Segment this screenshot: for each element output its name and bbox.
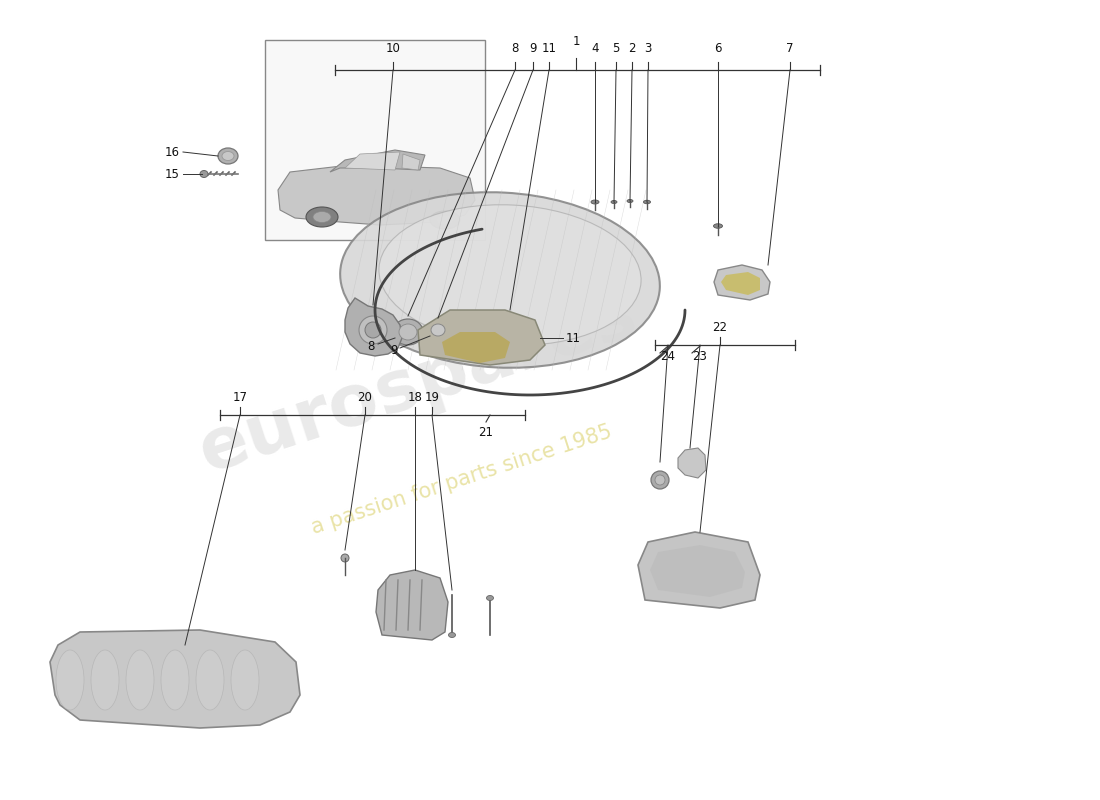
Text: 17: 17	[232, 391, 248, 404]
Text: 2: 2	[628, 42, 636, 55]
Ellipse shape	[437, 215, 453, 225]
Ellipse shape	[378, 205, 641, 346]
Ellipse shape	[161, 650, 189, 710]
Polygon shape	[678, 448, 706, 478]
Ellipse shape	[218, 148, 238, 164]
Text: 20: 20	[358, 391, 373, 404]
Ellipse shape	[341, 554, 349, 562]
Ellipse shape	[644, 200, 650, 204]
Ellipse shape	[314, 211, 331, 222]
Ellipse shape	[126, 650, 154, 710]
Ellipse shape	[591, 200, 600, 204]
Text: 10: 10	[386, 42, 400, 55]
Polygon shape	[442, 332, 510, 363]
Polygon shape	[402, 154, 420, 170]
Text: 11: 11	[541, 42, 557, 55]
Ellipse shape	[714, 224, 723, 228]
Ellipse shape	[200, 170, 208, 178]
Text: 22: 22	[713, 321, 727, 334]
Text: eurospares: eurospares	[190, 281, 646, 487]
Text: 18: 18	[408, 391, 422, 404]
Polygon shape	[376, 570, 448, 640]
Polygon shape	[330, 150, 425, 172]
Ellipse shape	[486, 595, 494, 601]
Polygon shape	[638, 532, 760, 608]
Text: 8: 8	[512, 42, 519, 55]
Text: 23: 23	[693, 350, 707, 363]
Ellipse shape	[91, 650, 119, 710]
Ellipse shape	[340, 192, 660, 368]
Text: 24: 24	[660, 350, 675, 363]
Ellipse shape	[430, 211, 460, 229]
Text: 16: 16	[165, 146, 180, 158]
Polygon shape	[278, 165, 475, 225]
Text: 9: 9	[390, 343, 398, 357]
Ellipse shape	[651, 471, 669, 489]
Ellipse shape	[196, 650, 224, 710]
Polygon shape	[720, 272, 760, 295]
Polygon shape	[345, 298, 401, 356]
Text: 1: 1	[572, 35, 580, 48]
Text: 8: 8	[367, 339, 375, 353]
Text: 15: 15	[165, 167, 180, 181]
Ellipse shape	[399, 324, 417, 340]
Text: 9: 9	[529, 42, 537, 55]
Polygon shape	[650, 545, 745, 597]
Text: 5: 5	[613, 42, 619, 55]
Ellipse shape	[306, 207, 338, 227]
Polygon shape	[50, 630, 300, 728]
Ellipse shape	[222, 151, 234, 161]
Text: 7: 7	[786, 42, 794, 55]
Ellipse shape	[449, 633, 455, 638]
Bar	[265, 40, 485, 240]
Ellipse shape	[654, 475, 666, 485]
Text: 11: 11	[566, 331, 581, 345]
Ellipse shape	[627, 199, 632, 202]
Ellipse shape	[431, 324, 446, 336]
Text: 4: 4	[592, 42, 598, 55]
Ellipse shape	[56, 650, 84, 710]
Ellipse shape	[393, 319, 424, 345]
Text: 19: 19	[425, 391, 440, 404]
Text: 3: 3	[645, 42, 651, 55]
Text: a passion for parts since 1985: a passion for parts since 1985	[309, 422, 615, 538]
Text: 6: 6	[714, 42, 722, 55]
Ellipse shape	[610, 201, 617, 203]
Polygon shape	[714, 265, 770, 300]
Text: 21: 21	[478, 426, 494, 439]
Polygon shape	[418, 310, 544, 365]
Ellipse shape	[359, 316, 387, 344]
Ellipse shape	[365, 322, 381, 338]
Polygon shape	[345, 152, 400, 170]
Ellipse shape	[231, 650, 258, 710]
